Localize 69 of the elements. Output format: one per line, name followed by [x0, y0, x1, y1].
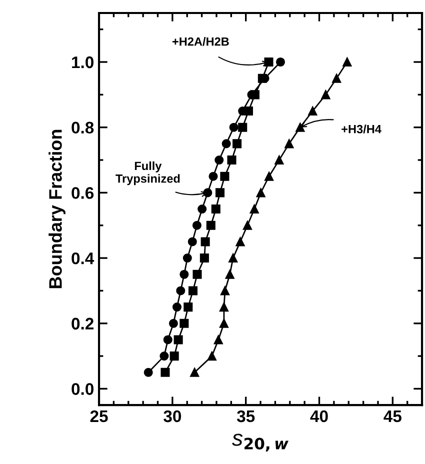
point [225, 270, 234, 279]
y-tick-label: 0.0 [72, 383, 94, 395]
annotation: +H3/H4 [342, 124, 382, 134]
point [219, 302, 228, 312]
x-axis-title: s$_{20,w}$ [232, 434, 289, 452]
point [200, 254, 209, 263]
point [174, 335, 183, 344]
point [180, 318, 189, 328]
annotation: Fully Trypsinized [116, 161, 180, 186]
point [176, 286, 186, 296]
point [188, 237, 197, 246]
point [220, 172, 230, 181]
point [274, 156, 284, 165]
point [184, 302, 193, 312]
point [227, 156, 236, 165]
point [342, 57, 352, 67]
y-axis-title: Boundary Fraction [48, 130, 66, 288]
x-tick-label: 40 [310, 410, 328, 422]
point [242, 220, 252, 230]
point [232, 139, 242, 148]
point [236, 237, 245, 246]
point [190, 368, 200, 377]
y-tick-label: 0.2 [72, 318, 94, 330]
point [215, 188, 225, 198]
point [321, 90, 330, 100]
y-tick-label: 0.8 [72, 122, 94, 134]
point [192, 270, 202, 279]
point [250, 204, 259, 214]
point [214, 335, 223, 344]
y-tick-label: 0.4 [72, 252, 94, 264]
point [160, 368, 170, 377]
point [182, 254, 192, 263]
x-tick-label: 30 [164, 410, 182, 422]
point [228, 254, 238, 263]
point [214, 156, 224, 165]
point [296, 122, 305, 132]
x-tick-label: 35 [236, 410, 255, 422]
y-tick-label: 1.0 [72, 56, 94, 68]
point [207, 352, 216, 361]
point [172, 302, 182, 312]
point [256, 188, 266, 198]
point [163, 335, 172, 344]
point [192, 220, 202, 230]
point [180, 270, 189, 279]
point [160, 352, 169, 361]
point [220, 286, 230, 296]
point [168, 318, 178, 328]
point [200, 237, 210, 246]
point [222, 139, 231, 148]
point [308, 106, 318, 116]
point [188, 286, 198, 296]
point [276, 57, 286, 67]
point [219, 318, 228, 328]
point [332, 74, 342, 83]
y-tick-label: 0.6 [72, 187, 94, 199]
point [198, 204, 207, 214]
point [208, 172, 218, 181]
point [211, 204, 220, 214]
point [206, 220, 216, 230]
point [229, 122, 238, 132]
point [144, 368, 153, 377]
x-tick-label: 25 [90, 410, 108, 422]
point [170, 352, 179, 361]
point [284, 139, 294, 148]
point [238, 122, 248, 132]
point [264, 57, 274, 67]
x-tick-label: 45 [384, 410, 402, 422]
point [264, 172, 274, 181]
annotation: +H2A/H2B [172, 37, 229, 46]
